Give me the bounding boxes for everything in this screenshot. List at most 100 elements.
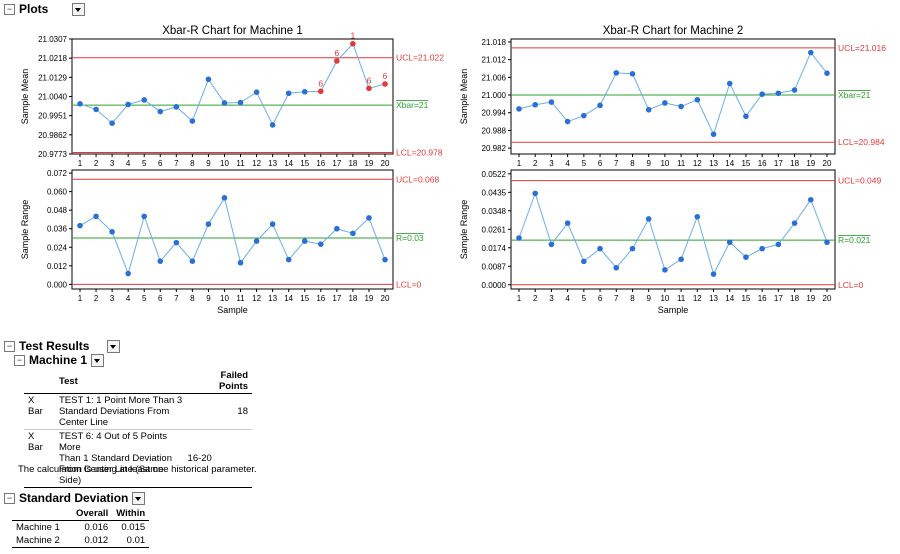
x-tick-label: 20 [381,294,390,303]
x-tick-label: 13 [709,294,718,303]
test-results-section-header: − Test Results [4,339,121,353]
y-tick-label: 20.9773 [38,150,67,159]
data-point [285,90,292,97]
x-tick-label: 19 [364,159,373,168]
data-point [694,96,701,103]
x-tick-label: 19 [364,294,373,303]
std-dev-dropdown-icon[interactable] [132,491,146,505]
lcl-label: LCL=20.984 [838,137,885,147]
lcl-label: LCL=20.978 [396,147,443,157]
x-tick-label: 20 [381,159,390,168]
x-tick-label: 18 [348,294,357,303]
test-results-dropdown-icon[interactable] [107,339,121,353]
data-point [77,101,83,107]
x-tick-label: 2 [533,294,538,303]
series-line [79,42,386,127]
data-point [334,58,340,64]
col-header-test: Test [54,369,188,394]
x-tick-label: 11 [236,159,245,168]
x-tick-label: 15 [741,294,750,303]
data-point [807,49,814,56]
x-tick-label: 11 [236,294,245,303]
data-point [366,215,372,221]
data-point [662,100,668,106]
test-line: Than 1 Standard Deviation [58,453,172,464]
data-point [726,80,733,87]
plots-title: Plots [19,2,49,16]
data-point [317,241,324,247]
machine1-dropdown-icon[interactable] [91,353,105,367]
data-point [710,271,717,277]
data-point [710,131,717,138]
data-point [581,112,587,119]
x-tick-label: 12 [252,159,261,168]
data-point [775,241,782,248]
ucl-label: UCL=0.068 [396,174,440,184]
y-tick-label: 21.018 [482,38,507,47]
y-tick-label: 0.0435 [482,188,507,197]
data-point [824,239,830,246]
data-point [581,258,587,265]
y-tick-label: 0.0348 [482,207,507,216]
center-label: Xbar=21 [838,90,871,100]
y-tick-label: 0.072 [47,169,68,178]
chart-cell: X Bar [28,395,43,417]
x-tick-label: 9 [646,159,651,168]
x-tick-label: 16 [316,294,325,303]
x-tick-label: 14 [284,294,293,303]
x-tick-label: 14 [725,294,734,303]
ucl-label: UCL=0.049 [838,176,882,186]
x-tick-label: 5 [582,294,587,303]
data-point [157,108,164,115]
chart-title: Xbar-R Chart for Machine 1 [162,25,303,37]
col-header [24,369,55,394]
test-flag-label: 6 [334,48,339,58]
x-tick-label: 20 [823,294,832,303]
data-point [382,81,388,87]
data-point [366,85,372,92]
std-dev-title: Standard Deviation [19,491,129,505]
collapse-toggle-icon[interactable]: − [4,3,15,15]
x-tick-label: 6 [158,294,163,303]
failed-cell: 16-20 [187,453,212,464]
data-point [93,106,99,113]
data-point [726,239,733,246]
x-tick-label: 19 [806,294,815,303]
x-tick-label: 1 [78,159,83,168]
x-tick-label: 6 [598,159,603,168]
y-tick-label: 21.0129 [38,73,67,82]
data-point [613,264,620,271]
data-point [743,254,749,260]
center-label: R=0.03 [396,233,424,243]
data-point [824,70,830,77]
test-line: From Center Line (Same Side) [58,464,164,486]
col-header-within: Within [112,507,150,521]
data-point [237,259,244,266]
y-tick-label: 21.0218 [38,54,67,63]
data-point [597,102,603,109]
plots-section-header: − Plots [4,2,86,16]
data-point [285,256,292,263]
x-tick-label: 17 [332,159,341,168]
test-results-table: Test Failed Points X Bar TEST 1: 1 Point… [24,369,252,488]
data-point [301,88,308,95]
collapse-toggle-icon[interactable]: − [4,340,15,352]
data-point [237,99,244,106]
x-tick-label: 19 [806,159,815,168]
collapse-toggle-icon[interactable]: − [4,492,15,504]
data-point [532,101,539,108]
collapse-toggle-icon[interactable]: − [14,354,25,366]
overall-cell: 0.012 [84,535,109,546]
test-line: TEST 1: 1 Point More Than 3 [58,395,183,406]
data-point [350,230,356,237]
test-cell: TEST 6: 4 Out of 5 Points More Than 1 St… [55,430,188,488]
x-tick-label: 11 [677,294,686,303]
data-point [221,195,228,201]
y-tick-label: 0.0522 [482,170,507,179]
plots-dropdown-icon[interactable] [72,2,86,16]
x-tick-label: 18 [348,159,357,168]
x-tick-label: 15 [300,159,309,168]
data-point [350,40,356,47]
data-point [221,100,228,106]
y-tick-label: 0.0000 [482,281,507,290]
